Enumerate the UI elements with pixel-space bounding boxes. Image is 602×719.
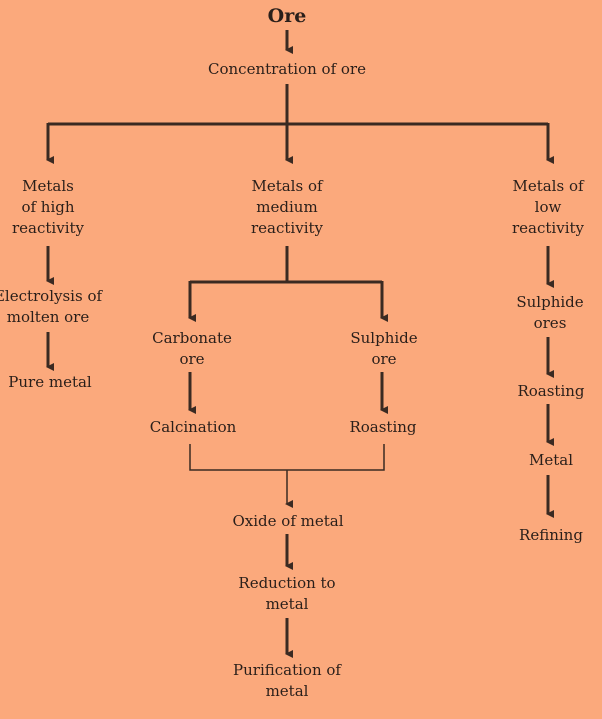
node-high-reactivity: Metals of high reactivity bbox=[12, 177, 84, 237]
node-roasting-mid: Roasting bbox=[349, 418, 417, 436]
node-sulphide-ores-low: Sulphide ores bbox=[516, 293, 584, 332]
node-carbonate-ore: Carbonate ore bbox=[152, 329, 232, 368]
node-calcination: Calcination bbox=[149, 418, 237, 436]
node-metal: Metal bbox=[528, 451, 574, 469]
node-roasting-low: Roasting bbox=[517, 382, 585, 400]
bracket-merge bbox=[189, 444, 385, 471]
node-pure-metal: Pure metal bbox=[8, 373, 92, 391]
node-reduction: Reduction to metal bbox=[238, 574, 336, 613]
node-refining: Refining bbox=[519, 526, 583, 544]
node-medium-reactivity: Metals of medium reactivity bbox=[251, 177, 323, 237]
title-ore: Ore bbox=[267, 5, 307, 27]
node-low-reactivity: Metals of low reactivity bbox=[512, 177, 584, 237]
node-oxide-of-metal: Oxide of metal bbox=[232, 512, 344, 530]
node-concentration: Concentration of ore bbox=[208, 60, 366, 78]
node-electrolysis: Electrolysis of molten ore bbox=[0, 287, 103, 326]
node-sulphide-ore-mid: Sulphide ore bbox=[350, 329, 418, 368]
node-purification: Purification of metal bbox=[233, 661, 341, 700]
